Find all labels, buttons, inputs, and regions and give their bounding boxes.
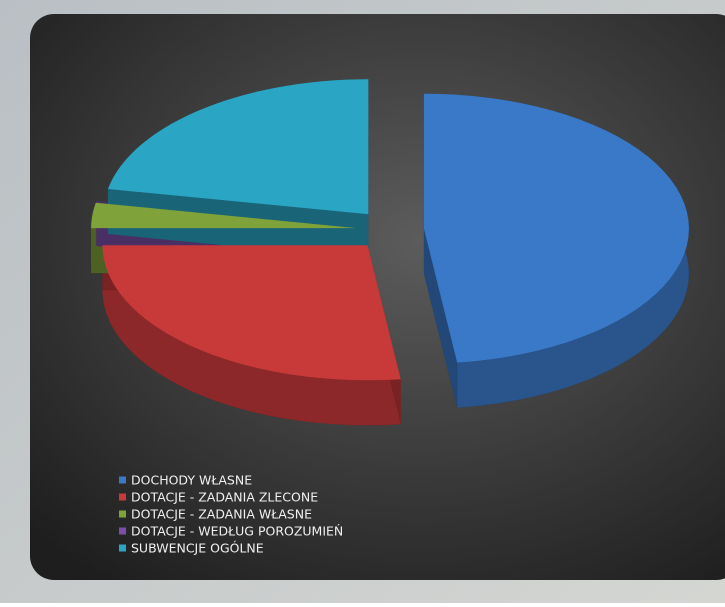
slice	[423, 93, 689, 363]
legend-marker	[119, 527, 126, 535]
legend: DOCHODY WŁASNE DOTACJE - ZADANIA ZLECONE D…	[119, 473, 343, 556]
legend-label: DOTACJE - WEDŁUG POROZUMIEŃ	[131, 524, 343, 539]
legend-label: DOCHODY WŁASNE	[131, 473, 252, 488]
slice	[102, 245, 401, 381]
legend-marker	[119, 476, 126, 484]
slice	[108, 79, 369, 215]
pie-tops	[91, 79, 689, 381]
legend-marker	[119, 544, 126, 552]
legend-label: SUBWENCJE OGÓLNE	[131, 541, 264, 556]
slice-wall	[102, 245, 401, 426]
legend-label: DOTACJE - ZADANIA WŁASNE	[131, 507, 312, 522]
legend-label: DOTACJE - ZADANIA ZLECONE	[131, 490, 318, 505]
slice-edge	[423, 228, 458, 408]
legend-marker	[119, 493, 126, 501]
slice	[91, 202, 357, 229]
legend-marker	[119, 510, 126, 518]
